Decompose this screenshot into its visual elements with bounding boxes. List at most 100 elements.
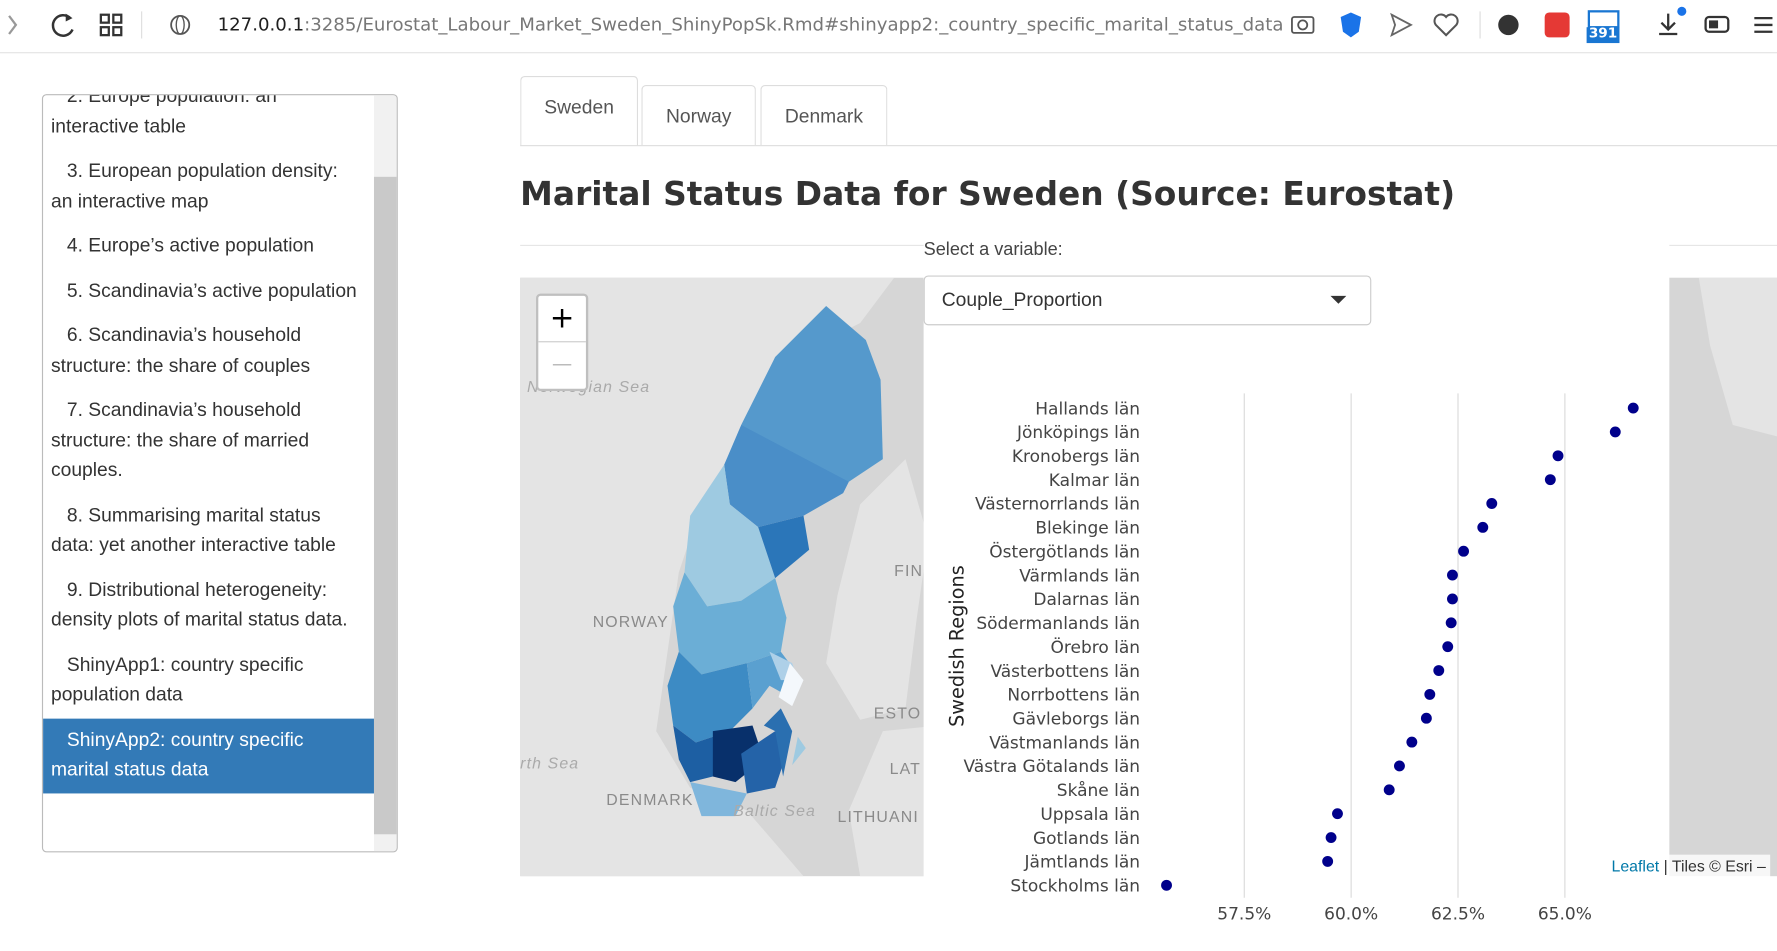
extension-badge: 391 <box>1588 24 1618 41</box>
control-panel <box>923 238 1670 951</box>
toc-item[interactable]: 6. Scandinavia’s household structure: th… <box>43 314 374 389</box>
dot <box>1477 521 1489 533</box>
y-tick-label: Hallands län <box>1035 399 1140 419</box>
toc-list: 2. Europe population: an interactive tab… <box>43 94 374 793</box>
toc-text: 7. Scandinavia’s household structure: th… <box>50 398 310 481</box>
y-tick-label: Gävleborgs län <box>1012 709 1140 729</box>
dot <box>1609 426 1621 438</box>
toc-item[interactable]: 9. Distributional heterogeneity: density… <box>43 568 374 643</box>
toc-text: 6. Scandinavia’s household structure: th… <box>50 324 311 376</box>
variable-select[interactable]: Couple_Proportion <box>923 275 1372 326</box>
dot <box>1433 665 1445 676</box>
map-label: DENMARK <box>606 790 694 809</box>
dot <box>1424 688 1436 700</box>
leaflet-link[interactable]: Leaflet <box>1611 856 1660 876</box>
dot <box>1394 760 1405 772</box>
x-tick-label: 60.0% <box>1324 904 1378 924</box>
dot <box>1325 832 1337 843</box>
toc-item[interactable]: 5. Scandinavia’s active population <box>43 269 374 314</box>
toc-text: 5. Scandinavia’s active population <box>66 279 357 301</box>
toc-item[interactable]: 4. Europe’s active population <box>43 224 374 269</box>
map-label: Baltic Sea <box>733 801 817 820</box>
zoom-control: + — <box>536 293 589 392</box>
map-label: NORWAY <box>592 612 669 631</box>
dot <box>1442 641 1454 653</box>
dot <box>1447 569 1458 581</box>
url-host: 127.0.0.1 <box>217 13 305 36</box>
dot-chart: 57.5% 60.0% 62.5% 65.0% Swedish Regions Halla… <box>945 393 1639 924</box>
browser-toolbar: 391 127.0.0.1:3285/Eurostat_Labour_Marke… <box>0 0 1777 54</box>
toolbar-icons <box>8 6 1773 44</box>
dot <box>1627 402 1639 414</box>
toc-item[interactable]: 2. Europe population: an interactive tab… <box>43 94 374 149</box>
dot <box>1486 498 1498 509</box>
address-bar[interactable]: 127.0.0.1:3285/Eurostat_Labour_Market_Sw… <box>218 14 1284 36</box>
attribution-text: | Tiles © Esri – <box>1663 856 1766 876</box>
x-tick-label: 57.5% <box>1217 904 1271 924</box>
map-label: ESTO <box>873 703 922 723</box>
toc-item[interactable]: ShinyApp2: country specific marital stat… <box>43 718 374 793</box>
y-tick-label: Stockholms län <box>1010 876 1140 896</box>
y-tick-label: Uppsala län <box>1040 805 1140 825</box>
dot <box>1406 736 1418 748</box>
dot <box>1445 617 1457 629</box>
zoom-out[interactable]: — <box>551 352 573 377</box>
y-tick-label: Kronobergs län <box>1012 447 1140 467</box>
y-tick-label: Blekinge län <box>1035 519 1140 539</box>
map-label: FIN <box>894 561 924 580</box>
tab[interactable]: Denmark <box>760 85 888 146</box>
select-label: Select a variable: <box>923 240 1063 260</box>
tab-divider <box>520 145 1777 147</box>
dropdown-arrow <box>1330 295 1347 304</box>
y-tick-label: Värmlands län <box>1019 566 1140 586</box>
map-shapes <box>520 277 1777 877</box>
y-tick-label: Västerbottens län <box>990 662 1140 682</box>
toc-item[interactable]: 8. Summarising marital status data: yet … <box>43 494 374 569</box>
y-tick-label: Dalarnas län <box>1033 590 1140 610</box>
map-label: LAT <box>889 759 921 778</box>
tab[interactable]: Sweden <box>520 75 639 147</box>
toc-text: 8. Summarising marital status data: yet … <box>50 503 336 556</box>
dot <box>1332 808 1343 820</box>
toc-item[interactable]: 7. Scandinavia’s household structure: th… <box>43 389 374 494</box>
select-value: Couple_Proportion <box>941 289 1103 311</box>
dot <box>1552 450 1564 462</box>
toc-text: 3. European population density: an inter… <box>50 159 338 212</box>
toc-text: ShinyApp2: country specific marital stat… <box>50 728 304 780</box>
toc-item[interactable]: ShinyApp1: country specific population d… <box>43 643 374 718</box>
toc-item[interactable]: 3. European population density: an inter… <box>43 150 374 225</box>
y-tick-label: Västmanlands län <box>989 733 1140 753</box>
dot <box>1447 593 1458 605</box>
y-tick-label: Jämtlands län <box>1024 853 1141 873</box>
zoom-in[interactable]: + <box>538 296 586 343</box>
y-tick-label: Västernorrlands län <box>975 495 1140 515</box>
dot <box>1161 879 1172 891</box>
toc-text: ShinyApp1: country specific population d… <box>50 653 304 706</box>
y-tick-label: Norrbottens län <box>1007 686 1140 706</box>
y-tick-label: Södermanlands län <box>976 614 1140 634</box>
url-path: :3285/Eurostat_Labour_Market_Sweden_Shin… <box>304 13 1284 36</box>
y-tick-label: Jönköpings län <box>1016 423 1140 443</box>
dot <box>1458 545 1470 557</box>
y-tick-label: Skåne län <box>1057 780 1140 801</box>
dot <box>1420 712 1432 724</box>
x-tick-label: 62.5% <box>1431 904 1485 924</box>
map-label: rth Sea <box>520 753 580 772</box>
toc-text: 4. Europe’s active population <box>66 234 314 257</box>
map-label: LITHUANI <box>837 807 919 826</box>
dot <box>1544 474 1556 486</box>
table-of-contents: 2. Europe population: an interactive tab… <box>41 94 398 853</box>
toc-text: 2. Europe population: an interactive tab… <box>50 94 277 137</box>
heading: Marital Status Data for Sweden (Source: … <box>520 174 1456 214</box>
dot <box>1322 855 1334 867</box>
dot <box>1383 784 1395 796</box>
y-tick-label: Östergötlands län <box>989 540 1140 562</box>
tab[interactable]: Norway <box>641 85 756 146</box>
y-tick-label: Gotlands län <box>1033 829 1140 849</box>
y-tick-label: Örebro län <box>1051 636 1141 658</box>
y-tick-label: Västra Götalands län <box>963 757 1140 777</box>
map-attribution: Leaflet | Tiles © Esri – <box>1607 854 1771 878</box>
scrollbar-thumb[interactable] <box>373 176 397 835</box>
